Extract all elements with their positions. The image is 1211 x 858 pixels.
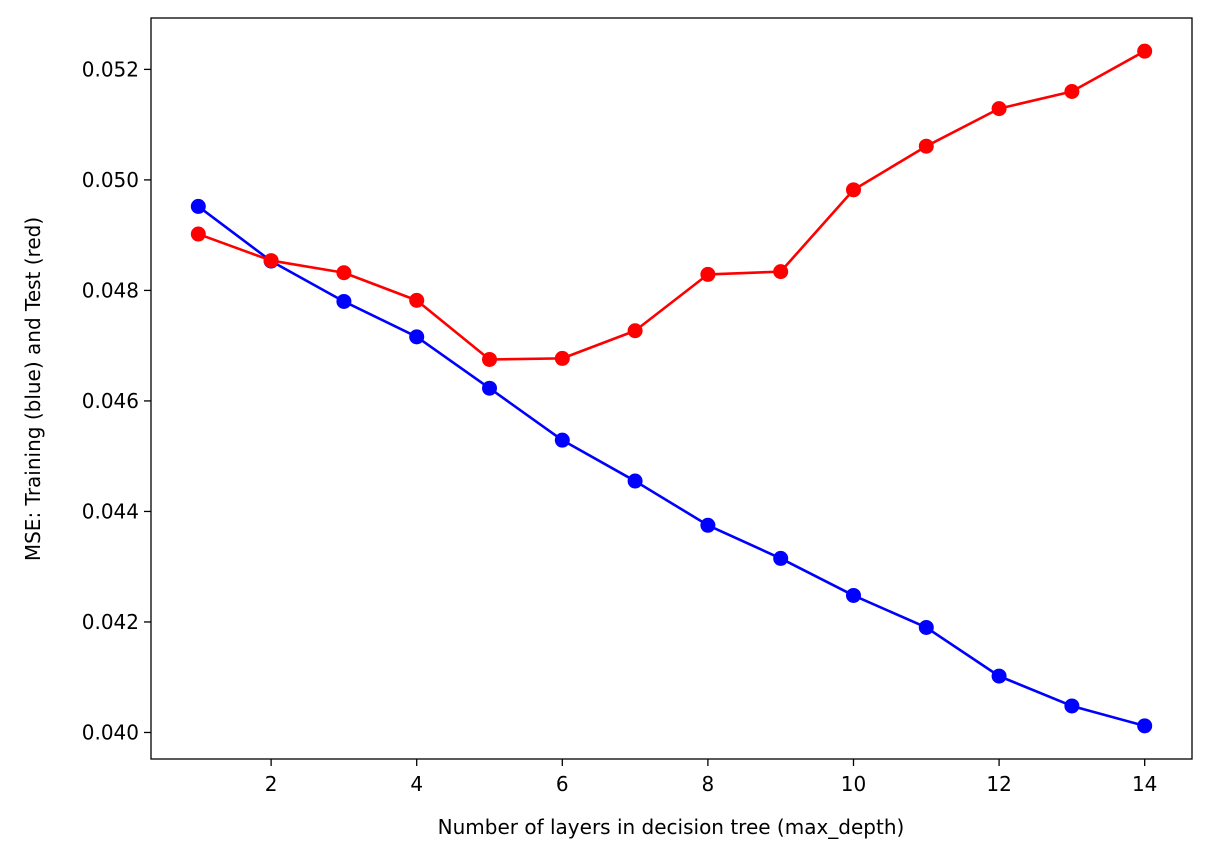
series-line-1	[197, 205, 1146, 728]
series-1-point	[627, 473, 643, 489]
series-1-point	[336, 293, 352, 309]
x-tick-label: 10	[841, 772, 866, 796]
series-1-point	[991, 668, 1007, 684]
series-1-point	[845, 587, 861, 603]
series-1-point	[918, 619, 934, 635]
series-1-point	[773, 550, 789, 566]
series-1-point	[1064, 698, 1080, 714]
series-2-point	[263, 253, 279, 269]
x-tick-label: 4	[410, 772, 423, 796]
y-tick-label: 0.042	[82, 610, 139, 634]
y-axis: 0.040 0.042 0.044 0.046 0.048 0.050 0.052	[82, 57, 151, 744]
series-2-point	[1064, 83, 1080, 99]
series-2-point	[482, 351, 498, 367]
y-tick-label: 0.052	[82, 57, 139, 81]
series-1-point	[482, 380, 498, 396]
series-2-point	[918, 138, 934, 154]
series-2-point	[991, 101, 1007, 117]
series-2-point	[190, 226, 206, 242]
series-layer	[190, 43, 1153, 734]
series-2-point	[554, 350, 570, 366]
series-line-2	[197, 50, 1146, 361]
x-tick-label: 6	[556, 772, 569, 796]
y-tick-label: 0.046	[82, 389, 139, 413]
y-tick-label: 0.040	[82, 720, 139, 744]
series-2-point	[700, 266, 716, 282]
series-1-point	[554, 432, 570, 448]
x-tick-label: 8	[702, 772, 715, 796]
y-axis-label: MSE: Training (blue) and Test (red)	[21, 217, 45, 561]
series-2-point	[1137, 43, 1153, 59]
series-2-point	[773, 264, 789, 280]
series-2-point	[627, 323, 643, 339]
series-2-point	[336, 265, 352, 281]
series-2-point	[409, 292, 425, 308]
x-tick-label: 12	[986, 772, 1011, 796]
y-tick-label: 0.050	[82, 168, 139, 192]
y-tick-label: 0.048	[82, 278, 139, 302]
x-axis: 2 4 6 8 10 12 14	[265, 759, 1157, 796]
series-1-point	[190, 198, 206, 214]
x-tick-label: 14	[1132, 772, 1157, 796]
x-axis-label: Number of layers in decision tree (max_d…	[438, 815, 905, 839]
y-tick-label: 0.044	[82, 499, 139, 523]
series-2-point	[845, 182, 861, 198]
plot-frame	[150, 17, 1193, 760]
series-1-point	[409, 329, 425, 345]
plot-area	[150, 17, 1193, 760]
x-tick-label: 2	[265, 772, 278, 796]
series-1-point	[700, 517, 716, 533]
series-1-point	[1137, 718, 1153, 734]
